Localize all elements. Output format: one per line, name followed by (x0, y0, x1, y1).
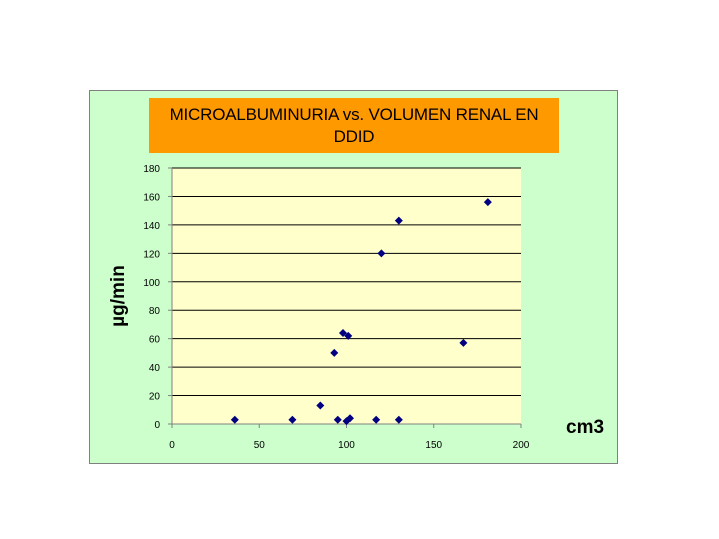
data-point (316, 401, 325, 410)
y-tick-labels: 0 20 40 60 80 100 120 140 160 180 (143, 164, 160, 431)
y-tick-label: 20 (149, 392, 161, 403)
x-tick-label: 50 (254, 440, 266, 451)
y-tick-label: 100 (143, 278, 160, 289)
gridlines (172, 167, 521, 397)
y-tick-label: 140 (143, 221, 160, 232)
chart-title-line-2: DDID (333, 126, 375, 146)
y-tick-label: 60 (149, 335, 161, 346)
data-point (339, 328, 348, 337)
chart-title: MICROALBUMINURIA vs. VOLUMEN RENAL EN DD… (149, 98, 559, 153)
data-point (394, 415, 403, 424)
data-point (345, 414, 354, 423)
y-tick-label: 0 (154, 420, 160, 431)
data-point (372, 415, 381, 424)
data-point (377, 249, 386, 258)
x-tick-labels: 0 50 100 150 200 (169, 440, 530, 451)
data-point (394, 216, 403, 225)
data-point (288, 415, 297, 424)
data-points (230, 198, 492, 426)
chart-title-line-1: MICROALBUMINURIA vs. VOLUMEN RENAL EN (169, 104, 539, 124)
data-point (483, 198, 492, 207)
x-tick-label: 150 (425, 440, 442, 451)
y-tick-label: 160 (143, 192, 160, 203)
y-tick-label: 180 (143, 164, 160, 175)
x-tick-label: 200 (513, 440, 530, 451)
y-tick-label: 120 (143, 249, 160, 260)
y-tick-label: 40 (149, 363, 161, 374)
data-point (459, 338, 468, 347)
data-point (230, 415, 239, 424)
x-axis-label: cm3 (566, 417, 605, 438)
data-point (333, 415, 342, 424)
plot-area (172, 168, 521, 424)
y-tick-label: 80 (149, 306, 161, 317)
x-tick-label: 100 (338, 440, 355, 451)
y-axis-label: µg/min (108, 265, 129, 327)
x-tick-label: 0 (169, 440, 175, 451)
data-point (330, 348, 339, 357)
data-point (344, 331, 353, 340)
